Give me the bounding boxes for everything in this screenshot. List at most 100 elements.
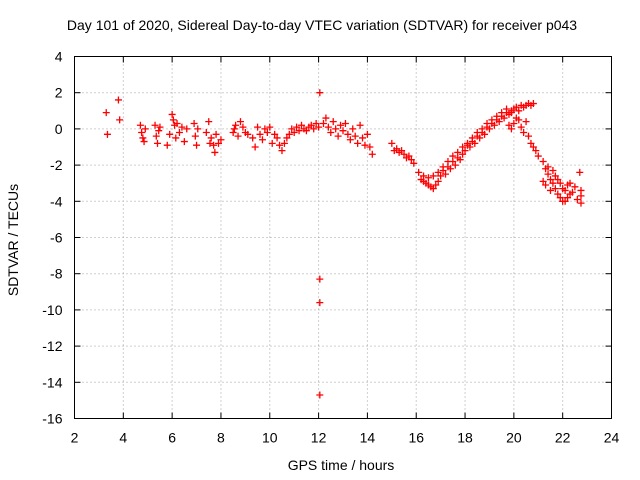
- data-point: [173, 119, 181, 127]
- data-point: [258, 136, 266, 144]
- data-point: [263, 129, 271, 137]
- data-point: [293, 123, 301, 131]
- data-point: [172, 134, 180, 142]
- data-point: [316, 89, 324, 97]
- x-tick-label: 14: [360, 430, 376, 446]
- data-point: [493, 112, 501, 120]
- data-point: [256, 130, 264, 138]
- data-point: [517, 123, 525, 131]
- data-point: [434, 168, 442, 176]
- data-point: [446, 165, 454, 173]
- data-point: [211, 148, 219, 156]
- data-point: [429, 185, 437, 193]
- data-point: [468, 134, 476, 142]
- data-point: [507, 109, 515, 117]
- data-point: [136, 121, 144, 129]
- data-point: [473, 129, 481, 137]
- data-point: [398, 147, 406, 155]
- data-point: [102, 109, 110, 117]
- data-point: [434, 177, 442, 185]
- data-point: [420, 177, 428, 185]
- data-point: [283, 134, 291, 142]
- y-axis-ticks: 4 2 0 -2 -4 -6 -8 -10 -12 -14 -16: [42, 49, 612, 427]
- data-point: [546, 186, 554, 194]
- data-point: [249, 134, 257, 142]
- data-point: [432, 181, 440, 189]
- x-tick-label: 18: [457, 430, 473, 446]
- data-point: [554, 190, 562, 198]
- data-point: [410, 159, 418, 167]
- x-tick-label: 2: [71, 430, 79, 446]
- data-point: [191, 132, 199, 140]
- y-tick-label: -2: [50, 157, 63, 173]
- y-tick-label: -4: [50, 193, 63, 209]
- data-point: [139, 134, 147, 142]
- data-point: [507, 125, 515, 133]
- data-point: [359, 134, 367, 142]
- data-point: [561, 186, 569, 194]
- grid-lines: [74, 56, 612, 419]
- x-tick-label: 6: [168, 430, 176, 446]
- data-point: [175, 129, 183, 137]
- data-point: [444, 157, 452, 165]
- data-point: [307, 121, 315, 129]
- data-point: [534, 152, 542, 160]
- data-point: [544, 163, 552, 171]
- data-point: [439, 163, 447, 171]
- x-axis-ticks: 2 4 6 8 10 12 14 16 18 20 22 24: [71, 56, 620, 446]
- data-point: [315, 123, 323, 131]
- data-point: [229, 129, 237, 137]
- data-point: [454, 148, 462, 156]
- data-point: [288, 125, 296, 133]
- y-tick-label: 2: [55, 85, 63, 101]
- data-point: [354, 139, 362, 147]
- data-point: [349, 125, 357, 133]
- data-point: [141, 125, 149, 133]
- data-point: [539, 177, 547, 185]
- data-point: [234, 132, 242, 140]
- y-tick-label: 0: [55, 121, 63, 137]
- data-point: [546, 176, 554, 184]
- data-point: [549, 167, 557, 175]
- data-point: [490, 121, 498, 129]
- data-point: [478, 125, 486, 133]
- data-point: [566, 179, 574, 187]
- data-point: [316, 275, 324, 283]
- data-point: [549, 179, 557, 187]
- data-point: [471, 139, 479, 147]
- data-point: [346, 136, 354, 144]
- data-point: [481, 130, 489, 138]
- data-point: [322, 114, 330, 122]
- data-point: [178, 123, 186, 131]
- data-point: [210, 141, 218, 149]
- data-point: [206, 139, 214, 147]
- data-point: [329, 118, 337, 126]
- data-point: [194, 125, 202, 133]
- data-point: [407, 156, 415, 164]
- data-point: [295, 127, 303, 135]
- data-point: [190, 119, 198, 127]
- data-point: [424, 174, 432, 182]
- data-point: [153, 139, 161, 147]
- data-point: [451, 161, 459, 169]
- data-point: [564, 194, 572, 202]
- data-point: [351, 132, 359, 140]
- data-point: [254, 123, 262, 131]
- data-point: [290, 129, 298, 137]
- data-point: [529, 100, 537, 108]
- data-point: [551, 185, 559, 193]
- data-point: [356, 121, 364, 129]
- data-point: [332, 125, 340, 133]
- y-tick-label: -10: [42, 302, 62, 318]
- data-point: [103, 130, 111, 138]
- data-point: [302, 127, 310, 135]
- data-point: [116, 116, 124, 124]
- data-point: [449, 152, 457, 160]
- data-point: [571, 183, 579, 191]
- data-point: [316, 391, 324, 399]
- x-axis-title: GPS time / hours: [288, 457, 395, 473]
- x-tick-label: 24: [604, 430, 620, 446]
- data-point: [168, 110, 176, 118]
- data-point: [212, 130, 220, 138]
